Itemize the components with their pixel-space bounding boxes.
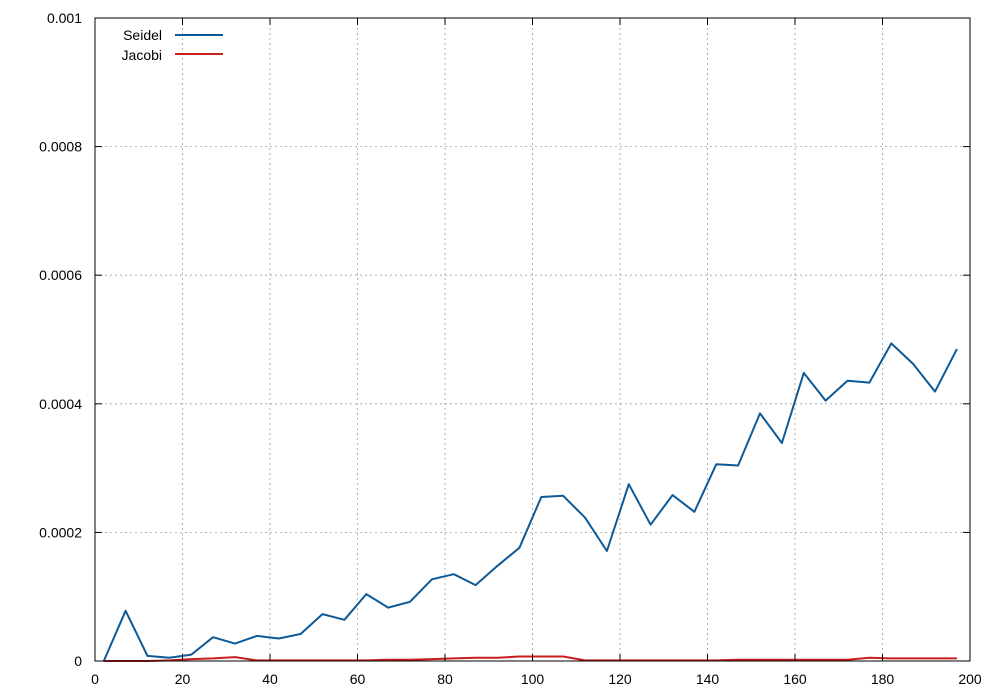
x-tick-label: 100: [521, 671, 545, 687]
series-line-jacobi: [103, 655, 957, 662]
grid-lines: [95, 18, 970, 661]
legend-label-seidel: Seidel: [123, 27, 162, 43]
x-tick-label: 40: [262, 671, 278, 687]
legend: Seidel Jacobi: [122, 27, 223, 63]
y-tick-label: 0: [74, 653, 82, 669]
y-tick-label: 0.0006: [39, 267, 82, 283]
x-tick-label: 120: [608, 671, 632, 687]
y-tick-labels: 0 0.0002 0.0004 0.0006 0.0008 0.001: [39, 10, 82, 669]
x-tick-label: 80: [437, 671, 453, 687]
x-tick-label: 140: [696, 671, 720, 687]
x-tick-label: 180: [871, 671, 895, 687]
x-tick-label: 20: [175, 671, 191, 687]
y-tick-label: 0.0004: [39, 396, 82, 412]
x-tick-label: 200: [958, 671, 982, 687]
x-tick-labels: 0 20 40 60 80 100 120 140 160 180 200: [91, 671, 982, 687]
y-tick-label: 0.001: [47, 10, 82, 26]
series-lines: [102, 342, 958, 662]
x-tick-label: 60: [350, 671, 366, 687]
series-line-seidel: [102, 342, 958, 662]
x-tick-label: 160: [783, 671, 807, 687]
y-tick-label: 0.0002: [39, 524, 82, 540]
x-tick-label: 0: [91, 671, 99, 687]
y-tick-label: 0.0008: [39, 139, 82, 155]
axis-ticks: [94, 17, 971, 662]
legend-label-jacobi: Jacobi: [122, 47, 162, 63]
